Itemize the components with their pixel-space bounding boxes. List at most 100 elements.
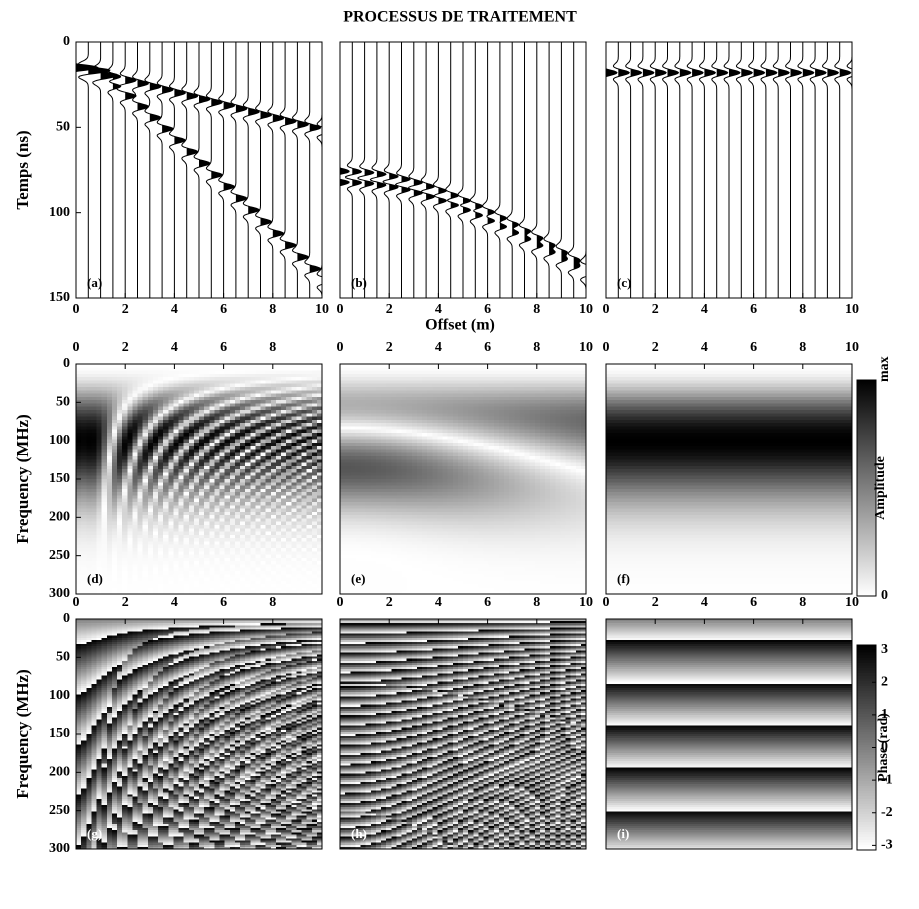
pixel: [214, 393, 221, 398]
pixel: [193, 423, 200, 428]
pixel: [360, 469, 367, 474]
pixel: [250, 423, 256, 428]
pixel: [355, 380, 362, 385]
pixel: [132, 580, 139, 585]
pixel: [147, 528, 154, 533]
pixel: [188, 590, 195, 595]
pixel: [127, 590, 133, 595]
pixel: [234, 459, 241, 464]
pixel: [345, 505, 351, 510]
pixel: [265, 571, 272, 575]
pixel: [188, 393, 195, 398]
pixel: [355, 429, 362, 434]
pixel: [81, 429, 87, 434]
pixel: [132, 564, 139, 569]
pixel: [96, 452, 103, 457]
pixel: [188, 571, 195, 575]
pixel: [311, 515, 318, 520]
pixel: [245, 580, 251, 585]
pixel: [219, 518, 226, 523]
pixel: [265, 383, 272, 388]
pixel: [91, 400, 98, 405]
pixel: [306, 456, 313, 460]
pixel: [275, 367, 282, 372]
pixel: [127, 462, 133, 467]
pixel: [306, 515, 313, 520]
pixel: [265, 564, 272, 569]
pixel: [255, 364, 262, 368]
pixel: [224, 423, 231, 428]
pixel: [345, 377, 351, 382]
x-tick-label: 4: [171, 340, 178, 355]
pixel: [204, 452, 210, 457]
pixel: [142, 370, 149, 375]
pixel: [234, 390, 241, 395]
pixel: [286, 521, 292, 526]
pixel: [345, 551, 351, 556]
pixel: [81, 488, 87, 493]
pixel: [163, 377, 169, 382]
pixel: [163, 403, 169, 408]
pixel: [101, 456, 108, 460]
pixel: [183, 373, 190, 378]
pixel: [122, 452, 128, 457]
pixel: [193, 456, 200, 460]
pixel: [224, 511, 231, 516]
pixel: [168, 557, 174, 562]
pixel: [168, 538, 174, 543]
pixel: [127, 469, 133, 474]
pixel: [214, 429, 221, 434]
pixel: [286, 472, 292, 477]
pixel: [147, 557, 154, 562]
pixel: [350, 521, 356, 526]
pixel: [137, 502, 144, 506]
pixel: [132, 544, 139, 549]
pixel: [301, 482, 308, 487]
pixel: [117, 459, 123, 464]
pixel: [96, 564, 103, 569]
pixel: [265, 370, 272, 375]
pixel: [234, 449, 241, 454]
pixel: [316, 528, 323, 533]
pixel: [81, 439, 87, 444]
pixel: [240, 390, 246, 395]
pixel: [234, 446, 241, 451]
y-tick-label: 300: [49, 586, 70, 601]
pixel: [316, 426, 323, 431]
pixel: [127, 577, 133, 582]
pixel: [111, 505, 118, 510]
pixel: [265, 508, 272, 513]
pixel: [142, 416, 149, 421]
pixel: [142, 380, 149, 385]
trace-fill: [655, 42, 667, 298]
pixel: [178, 459, 185, 464]
pixel: [101, 416, 108, 421]
pixel: [91, 584, 98, 589]
pixel: [296, 508, 303, 513]
pixel: [158, 423, 164, 428]
pixel: [301, 373, 308, 378]
pixel: [111, 423, 118, 428]
pixel: [275, 472, 282, 477]
pixel: [219, 587, 226, 592]
pixel: [316, 367, 323, 372]
pixel: [340, 452, 346, 457]
pixel: [117, 488, 123, 493]
pixel: [76, 449, 82, 454]
pixel: [173, 429, 180, 434]
pixel: [193, 564, 200, 569]
pixel: [204, 436, 210, 441]
pixel: [350, 584, 356, 589]
pixel: [86, 511, 92, 516]
pixel: [158, 561, 164, 566]
pixel: [296, 416, 303, 421]
pixel: [173, 396, 180, 401]
pixel: [316, 390, 323, 395]
pixel: [245, 567, 251, 572]
trace-fill: [235, 42, 247, 298]
pixel: [106, 364, 113, 368]
pixel: [96, 423, 103, 428]
pixel: [350, 580, 356, 585]
pixel: [158, 406, 164, 411]
pixel: [275, 502, 282, 506]
